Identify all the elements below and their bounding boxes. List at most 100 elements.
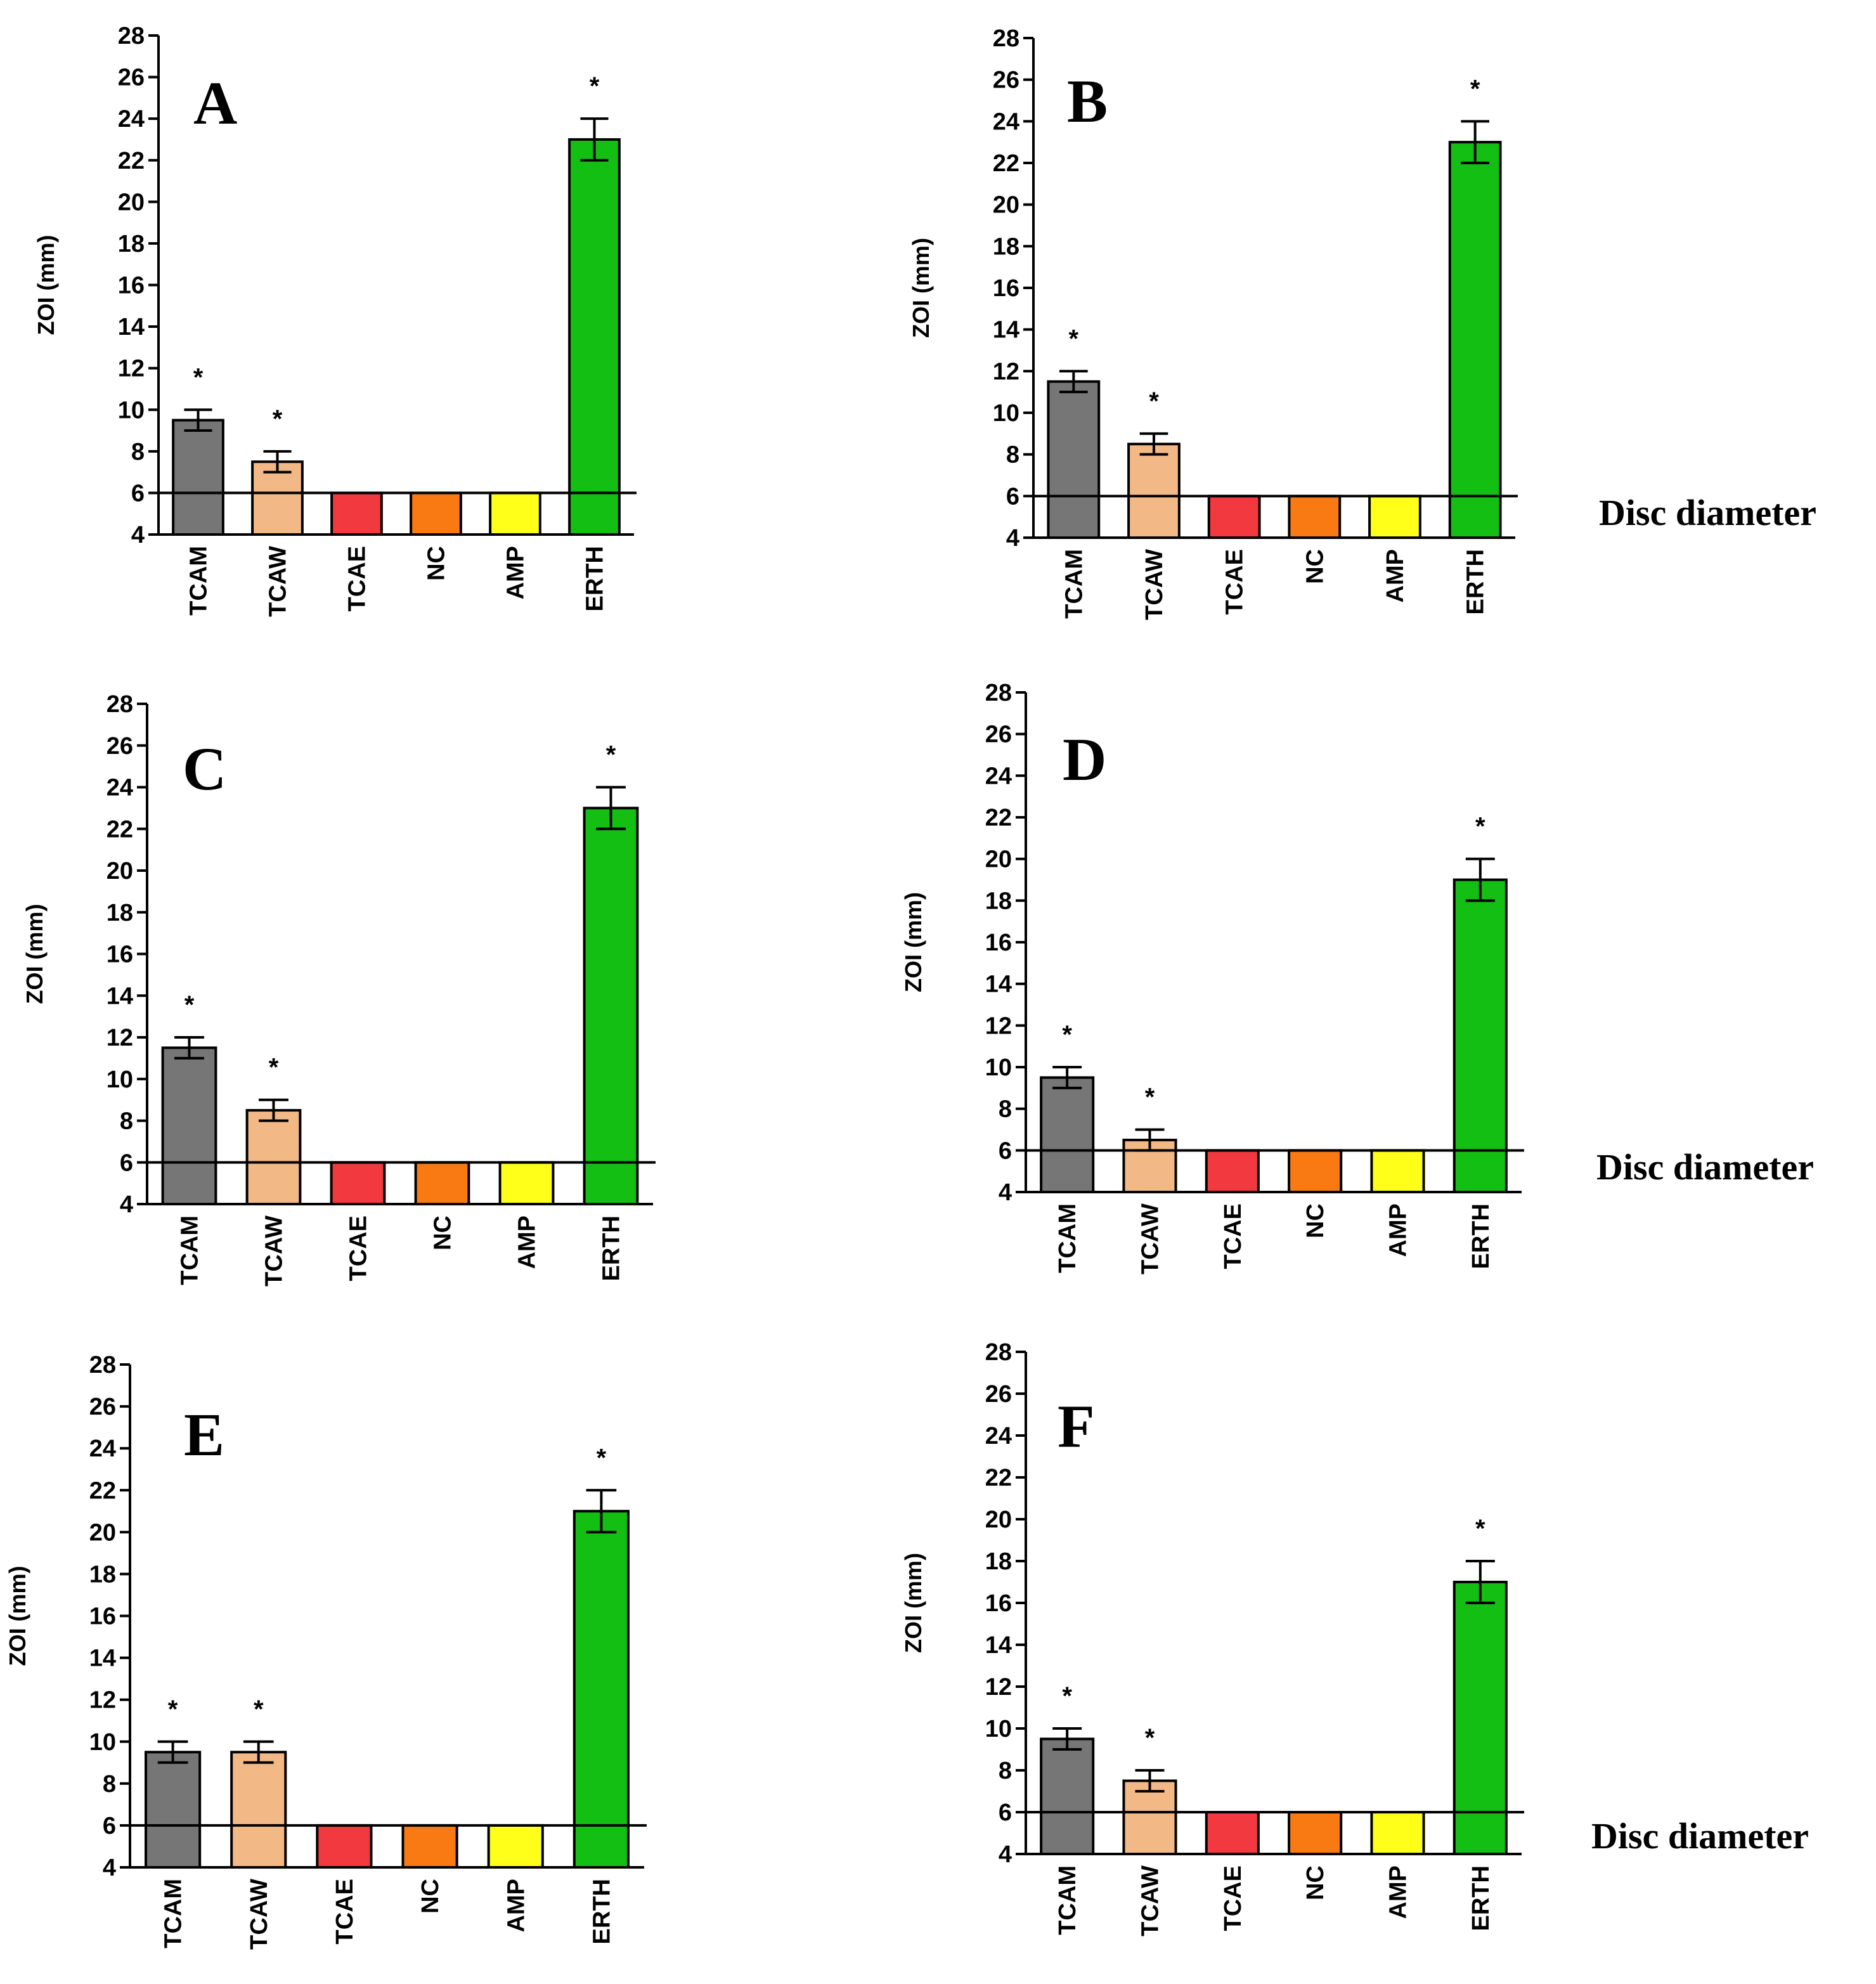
chart-panel-a: 4 6 8 10 12 14 16 18 20 22 24 26 28 ZOI (mm) * TCAM * TCA… <box>33 23 637 617</box>
bar-nc <box>1288 1811 1343 1855</box>
significance-star: * <box>597 1444 607 1472</box>
y-tick-label: 20 <box>985 846 1012 873</box>
y-tick-label: 8 <box>103 1771 116 1798</box>
bar-tcae <box>1205 1811 1260 1855</box>
category-label-nc: NC <box>424 546 450 581</box>
significance-star: * <box>193 363 204 391</box>
category-label-erth: ERTH <box>1463 549 1489 614</box>
bar-tcae <box>1205 1149 1260 1194</box>
y-tick-label: 10 <box>107 1067 133 1093</box>
category-label-amp: AMP <box>503 546 529 599</box>
category-label-nc: NC <box>1302 1865 1329 1900</box>
y-tick-label: 10 <box>118 397 145 424</box>
y-tick-label: 10 <box>993 400 1019 427</box>
y-tick-label: 16 <box>985 1590 1012 1617</box>
significance-star: * <box>1069 325 1079 353</box>
category-label-tcae: TCAE <box>1220 1203 1246 1269</box>
y-tick-label: 24 <box>107 775 133 801</box>
y-tick-label: 28 <box>118 23 145 49</box>
y-tick-label: 8 <box>999 1758 1012 1784</box>
reference-line-label: Disc diameter <box>1596 1146 1814 1188</box>
y-tick-label: 12 <box>107 1025 133 1051</box>
y-tick-label: 4 <box>103 1855 116 1881</box>
bar-erth <box>1448 141 1502 539</box>
y-tick-label: 28 <box>985 680 1012 706</box>
y-tick-label: 20 <box>89 1519 116 1546</box>
bar-tcam <box>1040 1076 1095 1193</box>
bar-amp <box>498 1161 555 1205</box>
y-axis-title: ZOI (mm) <box>33 235 59 335</box>
y-tick-label: 4 <box>999 1179 1012 1206</box>
category-label-amp: AMP <box>514 1216 541 1269</box>
y-axis-title: ZOI (mm) <box>22 904 48 1004</box>
bar-amp <box>487 1824 544 1869</box>
significance-star: * <box>590 72 600 100</box>
bar-tcae <box>330 491 383 536</box>
category-label-nc: NC <box>1302 1203 1329 1238</box>
y-tick-label: 16 <box>107 942 133 968</box>
y-tick-label: 6 <box>999 1138 1012 1164</box>
y-tick-label: 14 <box>993 317 1019 344</box>
y-tick-label: 26 <box>993 67 1019 94</box>
chart-panel-b: 4 6 8 10 12 14 16 18 20 22 24 26 28 ZOI (mm) * TCAM * TCA… <box>908 25 1816 620</box>
category-label-erth: ERTH <box>1468 1203 1494 1269</box>
significance-star: * <box>1062 1021 1072 1049</box>
bar-nc <box>1288 1149 1343 1194</box>
bar-tcae <box>316 1824 373 1869</box>
category-label-amp: AMP <box>503 1879 529 1932</box>
category-label-tcam: TCAM <box>1054 1203 1081 1273</box>
y-tick-label: 22 <box>89 1477 116 1504</box>
category-label-tcae: TCAE <box>344 546 371 611</box>
y-tick-label: 28 <box>985 1339 1012 1366</box>
y-tick-label: 22 <box>118 148 145 174</box>
y-tick-label: 8 <box>999 1096 1012 1123</box>
y-tick-label: 12 <box>985 1013 1012 1039</box>
y-tick-label: 20 <box>118 189 145 216</box>
y-tick-label: 14 <box>107 983 133 1009</box>
category-label-tcaw: TCAW <box>265 546 292 617</box>
significance-star: * <box>269 1054 279 1082</box>
category-label-nc: NC <box>1302 549 1328 584</box>
significance-star: * <box>1062 1682 1072 1710</box>
y-tick-label: 26 <box>107 733 133 760</box>
chart-panel-d: 4 6 8 10 12 14 16 18 20 22 24 26 28 ZOI (mm) * TCAM * TCA… <box>900 680 1814 1274</box>
significance-star: * <box>1149 387 1159 415</box>
y-tick-label: 24 <box>118 106 145 133</box>
y-tick-label: 20 <box>993 192 1019 219</box>
y-axis-title: ZOI (mm) <box>908 238 934 338</box>
y-tick-label: 6 <box>103 1813 116 1839</box>
y-tick-label: 24 <box>993 108 1019 135</box>
bar-amp <box>1370 1811 1425 1855</box>
bar-erth <box>568 138 621 536</box>
y-tick-label: 12 <box>993 358 1019 385</box>
category-label-tcam: TCAM <box>186 546 212 616</box>
significance-star: * <box>1145 1084 1155 1112</box>
y-tick-label: 4 <box>1006 525 1019 552</box>
category-label-tcaw: TCAW <box>1137 1203 1164 1274</box>
y-tick-label: 18 <box>993 233 1019 260</box>
y-tick-label: 20 <box>107 858 133 885</box>
y-tick-label: 28 <box>107 691 133 718</box>
bar-amp <box>1370 1149 1425 1194</box>
significance-star: * <box>254 1695 264 1723</box>
y-tick-label: 8 <box>1006 442 1019 469</box>
y-tick-label: 20 <box>985 1507 1012 1533</box>
bar-tcam <box>1040 1737 1095 1855</box>
y-tick-label: 10 <box>985 1054 1012 1081</box>
significance-star: * <box>1145 1724 1155 1752</box>
category-label-tcaw: TCAW <box>261 1216 288 1287</box>
y-tick-label: 14 <box>118 314 145 340</box>
y-tick-label: 14 <box>89 1645 116 1672</box>
bar-nc <box>414 1161 470 1205</box>
y-tick-label: 6 <box>1006 483 1019 510</box>
bar-nc <box>1288 495 1342 539</box>
y-tick-label: 8 <box>131 439 145 465</box>
bar-tcam <box>172 418 224 536</box>
y-tick-label: 26 <box>118 65 145 91</box>
significance-star: * <box>1475 813 1485 841</box>
category-label-tcam: TCAM <box>160 1879 187 1948</box>
category-label-tcae: TCAE <box>332 1879 358 1944</box>
category-label-erth: ERTH <box>598 1216 625 1281</box>
bar-tcam <box>161 1046 217 1205</box>
y-tick-label: 22 <box>985 1465 1012 1491</box>
